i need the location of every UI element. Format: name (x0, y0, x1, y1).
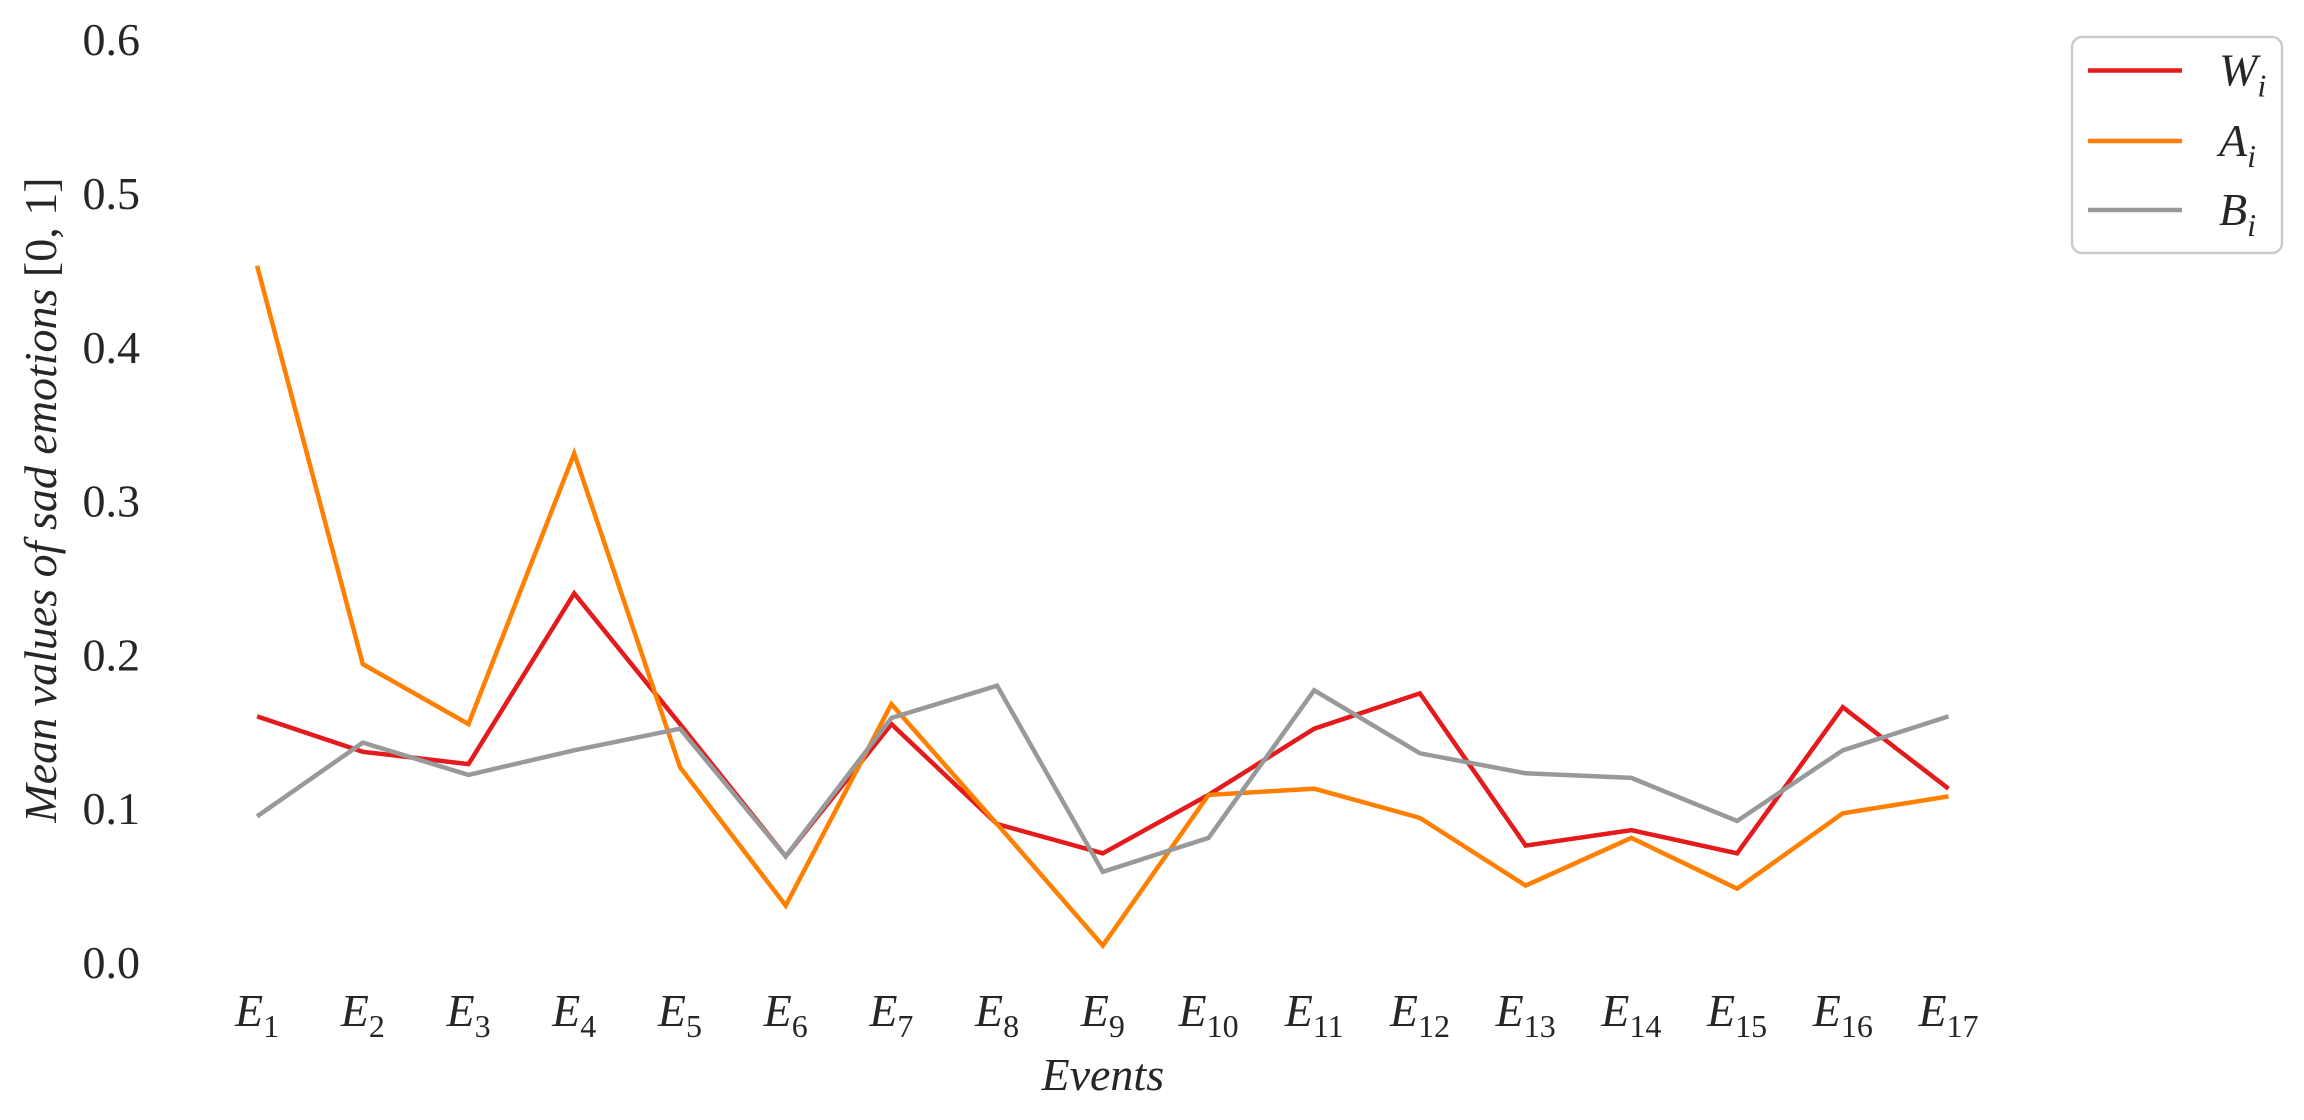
x-tick-label: E15 (1706, 985, 1767, 1044)
legend: Wi Ai Bi (2070, 35, 2284, 255)
legend-label-b: Bi (2219, 184, 2256, 243)
x-axis-tick-labels: E1 E2 E3 E4 E5 E6 E7 E8 E9 E10 E11 E12 E13 E14 E15 E16 E… (234, 985, 1979, 1044)
y-tick-label: 0.4 (83, 322, 141, 373)
x-tick-label: E3 (445, 985, 490, 1044)
x-tick-label: E17 (1917, 985, 1978, 1044)
x-tick-label: E5 (657, 985, 702, 1044)
x-tick-label: E4 (551, 985, 596, 1044)
y-axis-title-group: Mean values of sad emotions [0, 1] (15, 177, 66, 823)
series-line-a (254, 265, 1949, 950)
legend-label-a: Ai (2216, 115, 2256, 174)
series-lines (254, 265, 1950, 950)
x-axis-title: Events (1040, 1049, 1164, 1100)
y-tick-label: 0.2 (83, 629, 141, 680)
x-tick-label: E14 (1600, 985, 1661, 1044)
x-tick-label: E7 (868, 985, 913, 1044)
y-axis-tick-labels: 0.0 0.1 0.2 0.3 0.4 0.5 0.6 (83, 14, 141, 988)
x-tick-label: E10 (1177, 985, 1238, 1044)
x-tick-label: E9 (1080, 985, 1125, 1044)
y-tick-label: 0.1 (83, 783, 141, 834)
y-tick-label: 0.3 (83, 476, 141, 527)
y-tick-label: 0.0 (83, 937, 141, 988)
x-tick-label: E12 (1389, 985, 1450, 1044)
y-tick-label: 0.5 (83, 168, 141, 219)
legend-label-w: Wi (2219, 45, 2266, 104)
series-line-b (255, 683, 1950, 875)
series-line-w (256, 589, 1950, 861)
x-tick-label: E1 (234, 985, 279, 1044)
x-tick-label: E16 (1812, 985, 1873, 1044)
x-tick-label: E2 (340, 985, 385, 1044)
legend-box (2070, 35, 2284, 255)
y-axis-title: Mean values of sad emotions [0, 1] (15, 177, 66, 823)
x-tick-label: E8 (974, 985, 1019, 1044)
y-tick-label: 0.6 (83, 14, 141, 65)
x-tick-label: E11 (1284, 985, 1344, 1044)
x-tick-label: E13 (1495, 985, 1556, 1044)
x-tick-label: E6 (763, 985, 808, 1044)
